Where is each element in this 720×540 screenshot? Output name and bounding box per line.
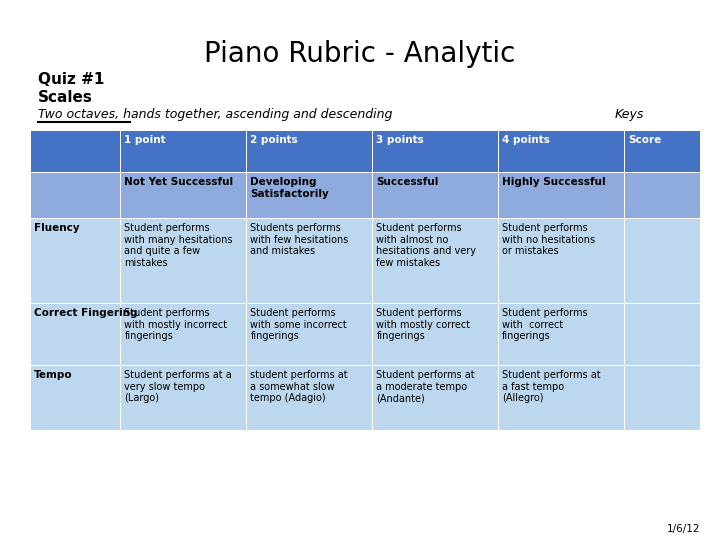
Text: Student performs
with no hesitations
or mistakes: Student performs with no hesitations or … xyxy=(503,223,595,256)
Text: Scales: Scales xyxy=(38,90,93,105)
Text: 4 points: 4 points xyxy=(503,135,550,145)
Text: Not Yet Successful: Not Yet Successful xyxy=(125,177,233,187)
Text: Student performs
with  correct
fingerings: Student performs with correct fingerings xyxy=(503,308,588,341)
Bar xyxy=(372,218,498,303)
Text: Student performs at a
very slow tempo
(Largo): Student performs at a very slow tempo (L… xyxy=(125,370,232,403)
Text: 1 point: 1 point xyxy=(125,135,166,145)
Bar xyxy=(30,130,120,172)
Bar xyxy=(246,303,372,365)
Bar xyxy=(372,172,498,218)
Bar xyxy=(246,172,372,218)
Bar xyxy=(498,303,624,365)
Text: student performs at
a somewhat slow
tempo (Adagio): student performs at a somewhat slow temp… xyxy=(251,370,348,403)
Bar xyxy=(120,218,246,303)
Bar xyxy=(120,303,246,365)
Bar xyxy=(120,130,246,172)
Bar xyxy=(624,365,700,430)
Bar xyxy=(372,303,498,365)
Bar xyxy=(624,130,700,172)
Text: 1/6/12: 1/6/12 xyxy=(667,524,700,534)
Text: Student performs
with mostly correct
fingerings: Student performs with mostly correct fin… xyxy=(377,308,470,341)
Text: Score: Score xyxy=(629,135,662,145)
Text: Quiz #1: Quiz #1 xyxy=(38,72,104,87)
Text: Students performs
with few hesitations
and mistakes: Students performs with few hesitations a… xyxy=(251,223,348,256)
Text: Student performs
with almost no
hesitations and very
few mistakes: Student performs with almost no hesitati… xyxy=(377,223,477,268)
Text: Student performs at
a fast tempo
(Allegro): Student performs at a fast tempo (Allegr… xyxy=(503,370,601,403)
Bar xyxy=(30,218,120,303)
Text: Student performs at
a moderate tempo
(Andante): Student performs at a moderate tempo (An… xyxy=(377,370,475,403)
Bar xyxy=(498,130,624,172)
Bar xyxy=(120,365,246,430)
Text: Tempo: Tempo xyxy=(34,370,73,380)
Text: Fluency: Fluency xyxy=(34,223,80,233)
Bar xyxy=(30,303,120,365)
Text: Student performs
with some incorrect
fingerings: Student performs with some incorrect fin… xyxy=(251,308,347,341)
Text: Highly Successful: Highly Successful xyxy=(503,177,606,187)
Text: Two octaves, hands together, ascending and descending: Two octaves, hands together, ascending a… xyxy=(38,108,392,121)
Bar xyxy=(30,172,120,218)
Text: Developing
Satisfactorily: Developing Satisfactorily xyxy=(251,177,329,199)
Bar xyxy=(624,172,700,218)
Text: Successful: Successful xyxy=(377,177,438,187)
Bar xyxy=(624,303,700,365)
Text: Student performs
with mostly incorrect
fingerings: Student performs with mostly incorrect f… xyxy=(125,308,228,341)
Bar xyxy=(624,218,700,303)
Bar xyxy=(120,172,246,218)
Bar xyxy=(30,365,120,430)
Bar xyxy=(246,218,372,303)
Text: 2 points: 2 points xyxy=(251,135,298,145)
Text: Student performs
with many hesitations
and quite a few
mistakes: Student performs with many hesitations a… xyxy=(125,223,233,268)
Text: Keys: Keys xyxy=(615,108,644,121)
Bar xyxy=(372,365,498,430)
Text: Piano Rubric - Analytic: Piano Rubric - Analytic xyxy=(204,40,516,68)
Text: Correct Fingering: Correct Fingering xyxy=(34,308,138,318)
Text: 3 points: 3 points xyxy=(377,135,424,145)
Bar xyxy=(372,130,498,172)
Bar xyxy=(498,218,624,303)
Bar xyxy=(246,365,372,430)
Bar xyxy=(246,130,372,172)
Bar xyxy=(498,172,624,218)
Bar xyxy=(498,365,624,430)
